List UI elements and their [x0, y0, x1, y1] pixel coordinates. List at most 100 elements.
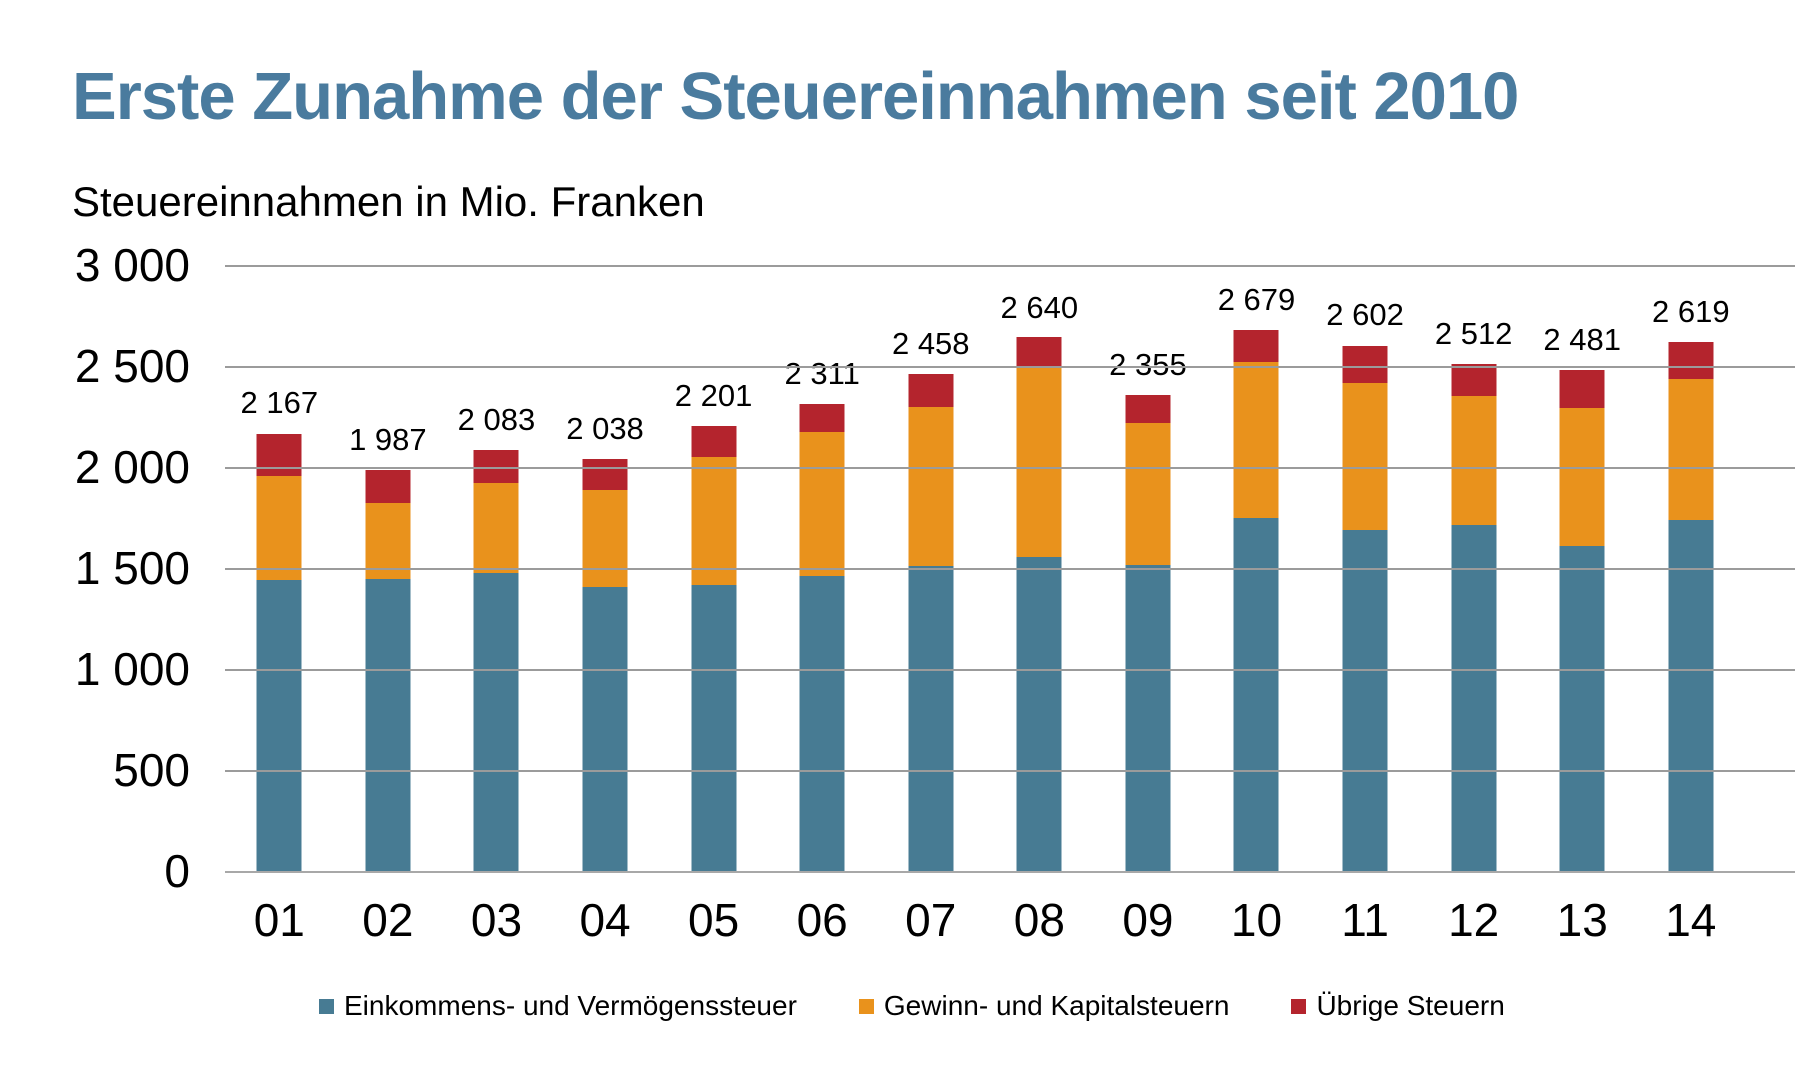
bar-slot: 2 311 06	[768, 265, 877, 946]
bar-segment-2	[365, 470, 411, 503]
bar-total-label: 2 512	[1434, 316, 1513, 351]
bar-group	[1668, 342, 1714, 871]
bar-segment-1	[691, 457, 737, 585]
bar-row: 2 167 01 1 987 02 2 083 03 2 038 04 2 201 05 2 311…	[225, 265, 1746, 946]
bar-total-label: 2 679	[1217, 282, 1296, 317]
bar-segment-0	[1451, 525, 1497, 871]
bar-group	[799, 404, 845, 871]
bar-total-label: 2 458	[891, 326, 970, 361]
bar-slot: 2 167 01	[225, 265, 334, 946]
bar-group	[691, 426, 737, 871]
x-tick-label: 13	[1556, 894, 1608, 946]
y-tick-label: 0	[164, 845, 190, 897]
bar-segment-1	[1451, 396, 1497, 525]
bar-segment-1	[1668, 379, 1714, 520]
bar-group	[908, 374, 954, 871]
bar-segment-2	[799, 404, 845, 432]
bar-segment-1	[908, 407, 954, 566]
bar-slot: 2 481 13	[1528, 265, 1637, 946]
bar-segment-2	[1451, 364, 1497, 396]
y-tick-label: 3 000	[74, 239, 190, 291]
bar-segment-1	[799, 432, 845, 576]
y-tick-label: 500	[113, 744, 190, 796]
bar-group	[582, 459, 628, 871]
bar-segment-2	[1233, 330, 1279, 362]
bar-segment-2	[1342, 346, 1388, 383]
bar-slot: 1 987 02	[334, 265, 443, 946]
bar-segment-2	[256, 434, 302, 476]
bar-segment-0	[691, 585, 737, 871]
x-tick-label: 09	[1122, 894, 1174, 946]
bar-total-label: 2 311	[784, 356, 860, 391]
gridline	[225, 265, 1795, 267]
bar-group	[1451, 364, 1497, 871]
bar-segment-1	[256, 476, 302, 580]
legend-label: Einkommens- und Vermögenssteuer	[344, 990, 797, 1021]
y-tick-label: 1 500	[74, 542, 190, 594]
y-tick-label: 2 000	[74, 441, 190, 493]
x-tick-label: 14	[1665, 894, 1717, 946]
bar-group	[365, 470, 411, 871]
bar-segment-0	[1668, 520, 1714, 871]
x-tick-label: 12	[1448, 894, 1500, 946]
bar-segment-2	[1559, 370, 1605, 408]
bar-segment-1	[1233, 362, 1279, 518]
bar-segment-0	[365, 579, 411, 871]
legend-item: Einkommens- und Vermögenssteuer	[319, 990, 797, 1022]
x-tick-label: 08	[1013, 894, 1065, 946]
bar-group	[1342, 346, 1388, 871]
legend-swatch	[1291, 998, 1307, 1014]
x-tick-label: 05	[688, 894, 740, 946]
legend-item: Übrige Steuern	[1291, 990, 1505, 1022]
bar-group	[1559, 370, 1605, 871]
bar-segment-0	[582, 587, 628, 871]
bar-slot: 2 083 03	[442, 265, 551, 946]
bar-group	[1016, 337, 1062, 871]
bar-segment-0	[256, 580, 302, 871]
bar-total-label: 2 602	[1326, 297, 1404, 332]
bar-total-label: 2 619	[1652, 294, 1730, 329]
bar-total-label: 2 355	[1109, 347, 1187, 382]
x-tick-label: 11	[1341, 894, 1389, 946]
chart-subtitle: Steuereinnahmen in Mio. Franken	[72, 178, 705, 225]
plot-area: 2 167 01 1 987 02 2 083 03 2 038 04 2 201 05 2 311…	[225, 265, 1795, 946]
gridline	[225, 770, 1795, 772]
bar-segment-0	[1233, 518, 1279, 871]
y-tick-label: 1 000	[74, 643, 190, 695]
legend: Einkommens- und Vermögenssteuer Gewinn- u…	[319, 990, 1505, 1022]
bar-slot: 2 640 08	[985, 265, 1094, 946]
bar-segment-0	[1342, 530, 1388, 871]
bar-slot: 2 458 07	[876, 265, 985, 946]
bar-total-label: 2 038	[566, 411, 644, 446]
bar-segment-1	[473, 483, 519, 573]
bar-group	[473, 450, 519, 871]
bar-segment-2	[1125, 395, 1171, 423]
gridline	[225, 467, 1795, 469]
bar-segment-2	[1668, 342, 1714, 379]
bar-segment-0	[473, 573, 519, 871]
bar-slot: 2 038 04	[551, 265, 660, 946]
bar-segment-0	[908, 566, 954, 871]
legend-label: Gewinn- und Kapitalsteuern	[883, 990, 1230, 1021]
bar-slot: 2 619 14	[1637, 265, 1746, 946]
bar-segment-0	[1559, 546, 1605, 871]
bar-segment-2	[908, 374, 954, 407]
bar-total-label: 2 083	[457, 402, 536, 437]
bar-slot: 2 201 05	[659, 265, 768, 946]
x-tick-label: 06	[796, 894, 848, 946]
chart-title: Erste Zunahme der Steuereinnahmen seit 2…	[72, 59, 1519, 134]
x-tick-label: 03	[470, 894, 523, 946]
bar-segment-2	[691, 426, 737, 457]
bar-slot: 2 512 12	[1419, 265, 1528, 946]
bar-segment-2	[473, 450, 519, 483]
bar-slot: 2 602 11	[1311, 265, 1420, 946]
bar-segment-1	[1559, 408, 1605, 546]
y-tick-label: 2 500	[74, 340, 190, 392]
bar-total-label: 2 640	[1000, 290, 1079, 325]
bar-segment-0	[1016, 557, 1062, 871]
x-tick-label: 07	[905, 894, 957, 946]
bar-group	[1233, 330, 1279, 871]
gridline	[225, 568, 1795, 570]
x-axis-baseline	[225, 871, 1795, 873]
